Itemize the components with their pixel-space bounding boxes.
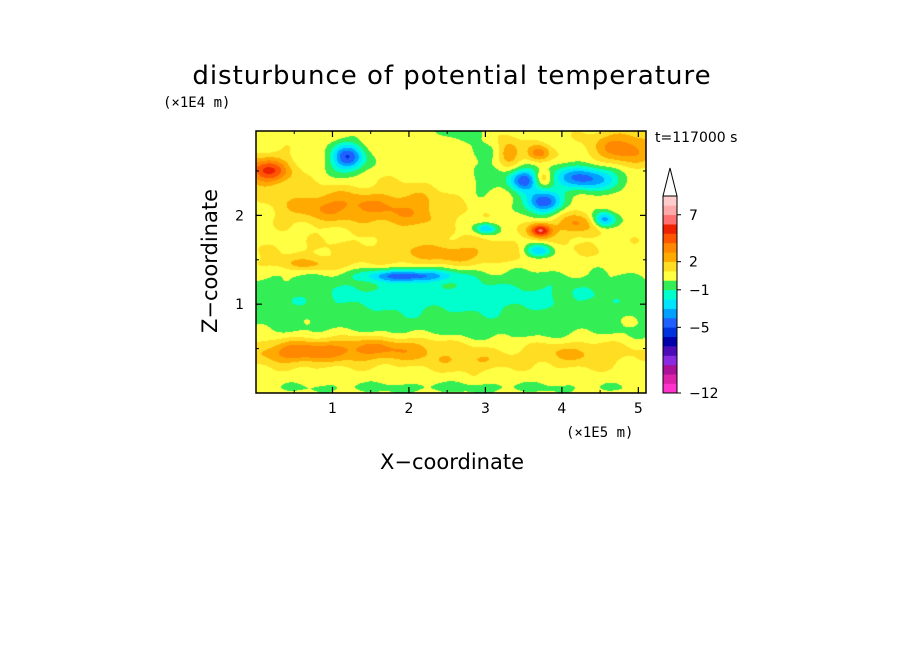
y-axis: 12	[235, 170, 646, 350]
y-axis-title: Z−coordinate	[198, 189, 222, 333]
colorbar-cell	[663, 327, 677, 338]
x-tick-label: 4	[557, 401, 566, 417]
colorbar-cell	[663, 336, 677, 347]
colorbar-label: −5	[689, 320, 710, 336]
colorbar-cell	[663, 355, 677, 366]
colorbar-label: −12	[689, 386, 719, 402]
colorbar-cell	[663, 374, 677, 384]
colorbar-cell	[663, 280, 677, 291]
x-unit-label: (×1E5 m)	[566, 425, 633, 441]
colorbar-cell	[663, 233, 677, 244]
colorbar-cell	[663, 271, 677, 281]
x-axis: 1 2 3 4 5	[293, 131, 643, 417]
x-tick-label: 5	[634, 401, 643, 417]
colorbar-cell	[663, 299, 677, 309]
x-tick-label: 3	[481, 401, 490, 417]
colorbar-label: 7	[689, 208, 698, 224]
colorbar-label: 2	[689, 255, 698, 271]
colorbar-extend-arrow	[662, 167, 678, 197]
colorbar-cell	[663, 214, 677, 225]
y-tick-label: 1	[235, 297, 244, 313]
x-tick-label: 2	[404, 401, 413, 417]
colorbar-label: −1	[689, 283, 710, 299]
colorbar-cell	[663, 196, 677, 206]
colorbar-cell	[663, 205, 677, 216]
colorbar-cell	[663, 224, 677, 234]
y-unit-label: (×1E4 m)	[163, 95, 230, 111]
temperature-field	[256, 131, 646, 393]
colorbar-cell	[663, 242, 677, 253]
plot-frame	[255, 130, 647, 394]
colorbar-cell	[663, 364, 677, 375]
y-tick-label: 2	[235, 208, 244, 224]
x-tick-label: 1	[328, 401, 337, 417]
colorbar-cell	[663, 308, 677, 319]
colorbar-cell	[663, 317, 677, 328]
time-label: t=117000 s	[655, 130, 737, 146]
colorbar-cell	[663, 289, 677, 300]
colorbar-cell	[663, 261, 677, 272]
plot-area	[255, 130, 647, 394]
colorbar-cell	[663, 252, 677, 262]
chart-title: disturbunce of potential temperature	[192, 61, 711, 91]
colorbar-cell	[663, 346, 677, 356]
colorbar-cell	[663, 383, 677, 394]
x-axis-title: X−coordinate	[380, 450, 524, 474]
colorbar: 7 2 −1 −5 −12	[662, 167, 719, 402]
